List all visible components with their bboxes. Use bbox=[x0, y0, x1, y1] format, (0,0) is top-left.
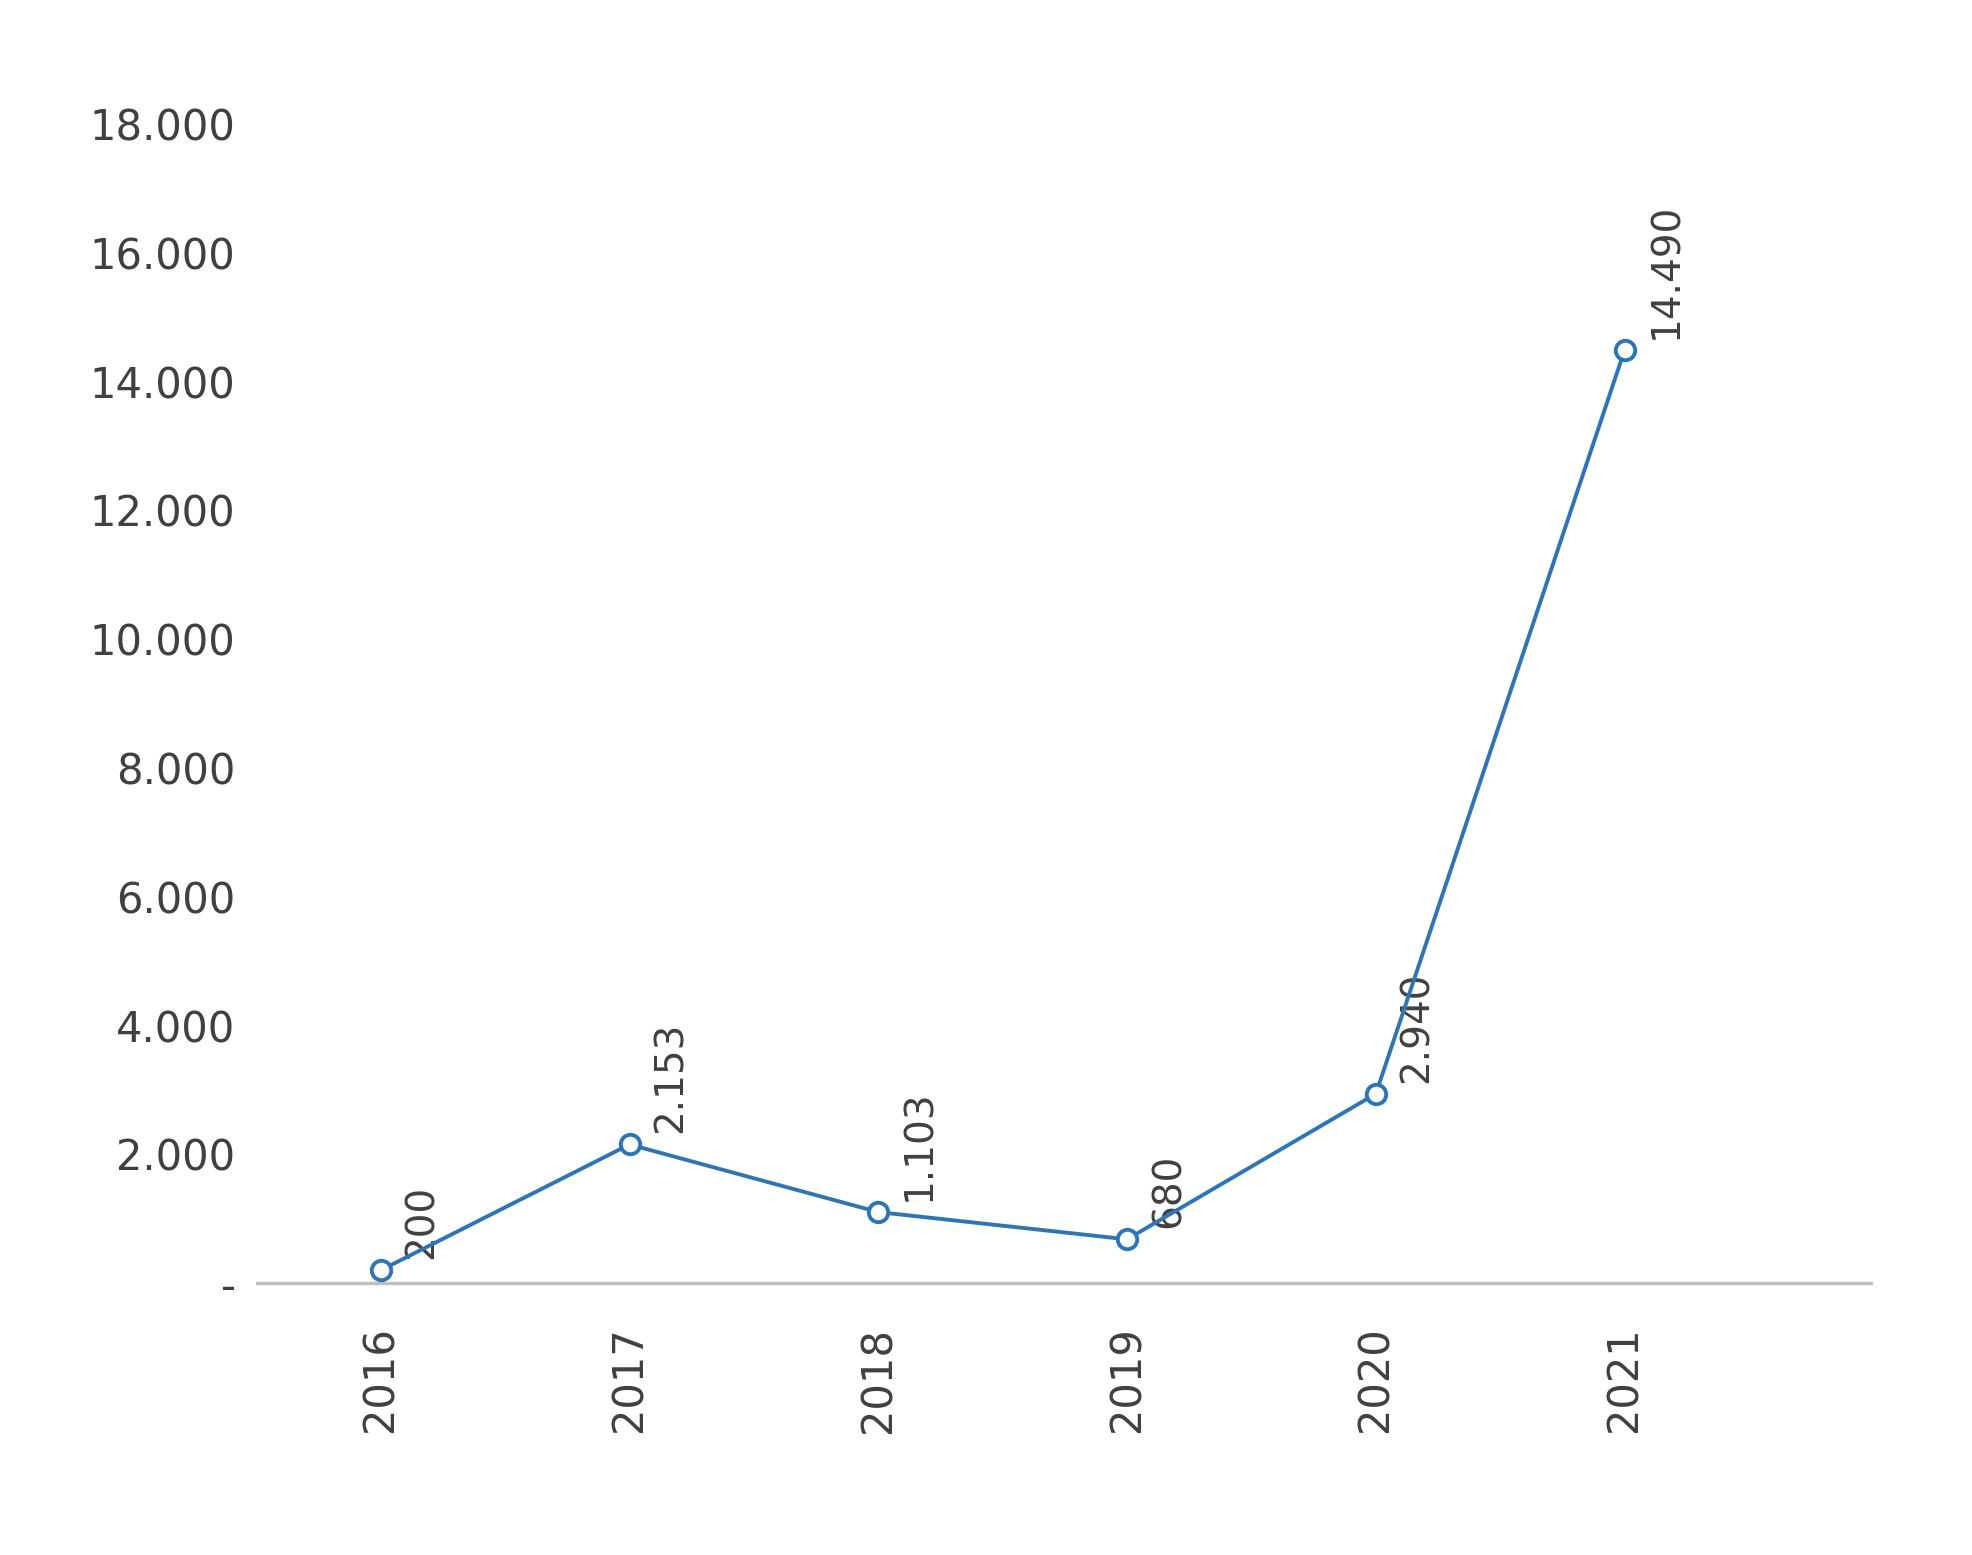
Text: 1.103: 1.103 bbox=[901, 1090, 939, 1200]
Text: 680: 680 bbox=[1150, 1154, 1187, 1228]
Text: 2.940: 2.940 bbox=[1398, 972, 1436, 1082]
Text: 200: 200 bbox=[402, 1185, 442, 1260]
Text: 14.490: 14.490 bbox=[1647, 202, 1684, 339]
Text: 2.153: 2.153 bbox=[651, 1022, 690, 1134]
